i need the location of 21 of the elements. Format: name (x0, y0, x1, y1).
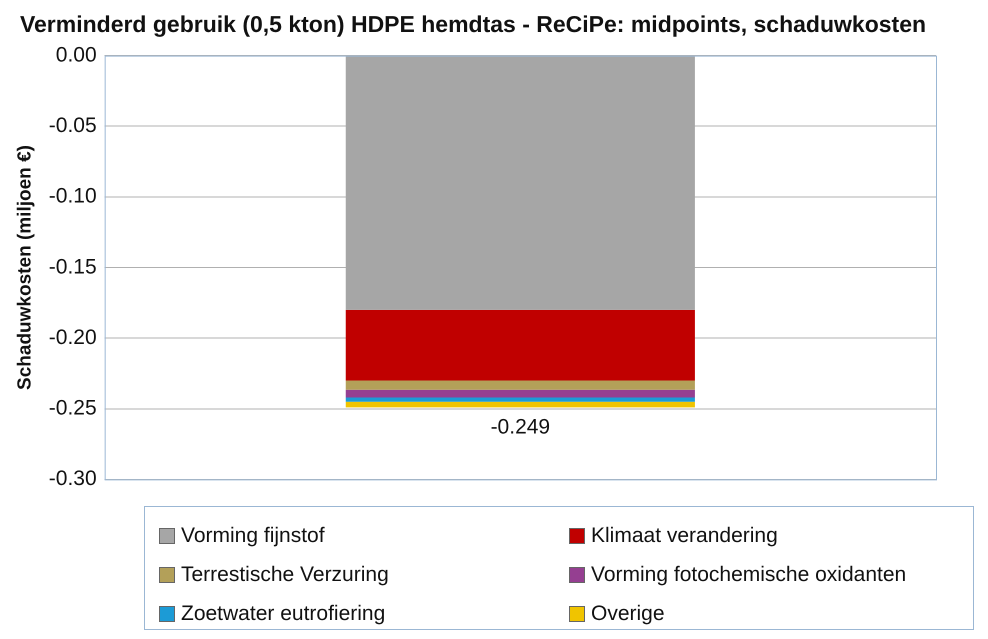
legend-label: Terrestische Verzuring (181, 562, 389, 587)
y-tick-label: -0.30 (48, 467, 97, 490)
legend-label: Overige (591, 602, 665, 626)
y-tick-label: -0.25 (48, 396, 97, 420)
bar (346, 380, 695, 390)
y-tick-label: -0.20 (48, 326, 97, 349)
bar (346, 310, 695, 381)
y-axis-title: Schaduwkosten (miljoen €) (14, 145, 36, 390)
bar (346, 397, 695, 402)
total-label: -0.249 (490, 416, 550, 439)
legend-label: Zoetwater eutrofiering (181, 602, 386, 626)
legend-label: Vorming fotochemische oxidanten (591, 562, 906, 587)
bar (346, 390, 695, 398)
y-tick-label: -0.10 (48, 184, 97, 208)
y-tick-label: 0.00 (56, 43, 97, 66)
y-tick-label: -0.05 (48, 114, 97, 138)
bar (346, 402, 695, 408)
legend-label: Klimaat verandering (591, 524, 778, 548)
legend-label: Vorming fijnstof (181, 524, 325, 548)
chart-title: Verminderd gebruik (0,5 kton) HDPE hemdtas - ReCiPe: midpoints, schaduwkosten (20, 11, 926, 38)
y-tick-label: -0.15 (48, 255, 97, 278)
